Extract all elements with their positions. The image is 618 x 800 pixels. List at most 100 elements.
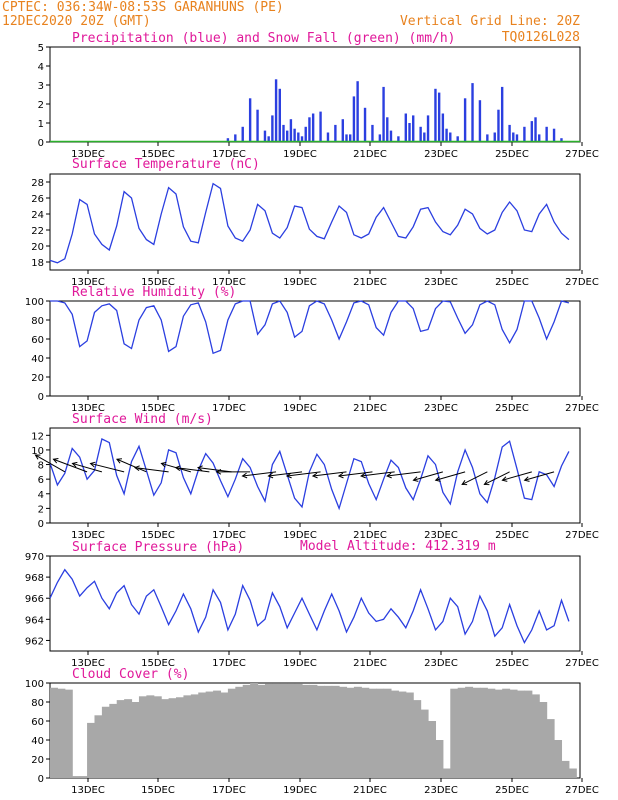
panel-title-precip: Precipitation (blue) and Snow Fall (gree… xyxy=(72,31,456,46)
ytick-label-cloud: 60 xyxy=(31,717,44,728)
cloud-bar xyxy=(420,709,429,778)
precip-bar xyxy=(530,121,534,142)
ytick-label-temp: 24 xyxy=(31,210,44,221)
cloud-bar xyxy=(109,703,118,778)
precip-bar xyxy=(371,124,374,142)
series-line-temp xyxy=(49,182,570,264)
xtick-label-precip: 23DEC xyxy=(424,149,458,160)
xtick-label-cloud: 19DEC xyxy=(283,785,317,796)
precip-bar xyxy=(497,109,500,142)
wind-arrow xyxy=(53,458,88,473)
wind-arrow xyxy=(461,471,488,485)
wind-arrow xyxy=(175,467,210,473)
wind-arrow-head xyxy=(385,472,392,479)
cloud-bar xyxy=(368,688,377,778)
cloud-bar xyxy=(205,691,214,778)
cloud-bar xyxy=(220,692,229,778)
series-line-wind xyxy=(49,438,570,511)
panel-frame-pressure xyxy=(49,555,581,652)
precip-bar xyxy=(378,134,382,142)
header-source-coords: CPTEC: 036:34W-08:53S GARANHUNS (PE) xyxy=(2,0,284,15)
wind-arrow xyxy=(268,471,303,477)
wind-arrow-head xyxy=(501,476,508,482)
cloud-bar xyxy=(183,695,192,778)
precip-bar xyxy=(363,107,367,142)
precip-bar xyxy=(263,130,267,142)
xtick-label-pressure: 15DEC xyxy=(141,658,175,669)
xtick-label-rh: 13DEC xyxy=(71,403,105,414)
wind-arrow xyxy=(90,462,125,473)
xtick-label-precip: 27DEC xyxy=(565,149,599,160)
cloud-bar xyxy=(428,721,437,778)
cloud-bar xyxy=(168,698,177,778)
cloud-bar xyxy=(153,696,162,778)
wind-arrow xyxy=(72,462,103,473)
xtick-label-pressure: 13DEC xyxy=(71,658,105,669)
precip-bar xyxy=(349,134,352,142)
panel-title-cloud: Cloud Cover (%) xyxy=(72,667,189,682)
precip-bar xyxy=(449,132,452,142)
ytick-label-precip: 4 xyxy=(38,62,44,73)
xtick-label-cloud: 27DEC xyxy=(565,785,599,796)
xtick-label-rh: 23DEC xyxy=(424,403,458,414)
precip-bar xyxy=(552,128,556,142)
cloud-bar xyxy=(116,700,125,778)
wind-arrow-head xyxy=(412,476,419,482)
xtick-label-precip: 15DEC xyxy=(141,149,175,160)
ytick-label-wind: 2 xyxy=(38,504,44,515)
ytick-label-temp: 26 xyxy=(31,194,44,205)
precip-bar xyxy=(441,113,445,142)
precip-bar xyxy=(286,130,289,142)
cloud-bar xyxy=(561,760,570,778)
precip-bar xyxy=(404,113,408,142)
wind-arrow xyxy=(116,458,147,473)
xtick-label-cloud: 13DEC xyxy=(71,785,105,796)
ytick-label-temp: 22 xyxy=(31,226,44,237)
cloud-bar xyxy=(413,700,422,778)
xtick-label-pressure: 23DEC xyxy=(424,658,458,669)
panel-frame-precip xyxy=(49,46,581,143)
ytick-label-temp: 20 xyxy=(31,242,44,253)
xtick-label-rh: 25DEC xyxy=(495,403,529,414)
cloud-bar xyxy=(87,722,96,778)
cloud-bar xyxy=(465,686,474,778)
ytick-label-cloud: 40 xyxy=(31,736,44,747)
panel-precip: Precipitation (blue) and Snow Fall (gree… xyxy=(38,31,599,160)
wind-arrow-head xyxy=(133,465,140,471)
xtick-label-cloud: 23DEC xyxy=(424,785,458,796)
panel-pressure: Surface Pressure (hPa) 962 964 966 968 970 13D… xyxy=(25,540,599,669)
ytick-label-cloud: 0 xyxy=(38,774,44,785)
cloud-bar xyxy=(250,683,259,778)
wind-arrow-head xyxy=(215,469,222,475)
wind-arrow xyxy=(197,467,232,473)
cloud-bar xyxy=(57,688,66,778)
precip-bar xyxy=(389,130,393,142)
wind-arrow-head xyxy=(34,454,41,460)
wind-arrow-head xyxy=(311,472,318,479)
precip-bar xyxy=(345,134,348,142)
precip-bar xyxy=(278,88,281,142)
precip-bar xyxy=(297,132,300,142)
wind-arrow-head xyxy=(174,465,181,471)
cloud-bar xyxy=(554,740,563,778)
cloud-bar xyxy=(539,702,548,778)
ytick-label-rh: 20 xyxy=(31,373,44,384)
cloud-bar xyxy=(450,688,459,778)
wind-arrow-head xyxy=(71,461,78,468)
ytick-label-rh: 80 xyxy=(31,316,44,327)
cloud-bar xyxy=(442,768,451,778)
panel-frame-rh xyxy=(49,300,581,397)
precip-bar xyxy=(241,126,244,142)
cloud-bar xyxy=(331,685,340,778)
ytick-label-rh: 40 xyxy=(31,354,44,365)
wind-arrow xyxy=(386,471,421,477)
wind-arrow-head xyxy=(337,472,344,479)
precip-bar xyxy=(274,79,278,142)
cloud-bar xyxy=(376,688,385,778)
precip-bar xyxy=(419,126,422,142)
xtick-label-wind: 19DEC xyxy=(283,530,317,541)
precip-bar xyxy=(289,119,293,142)
ytick-label-wind: 8 xyxy=(38,461,44,472)
ytick-label-pressure: 962 xyxy=(25,636,44,647)
